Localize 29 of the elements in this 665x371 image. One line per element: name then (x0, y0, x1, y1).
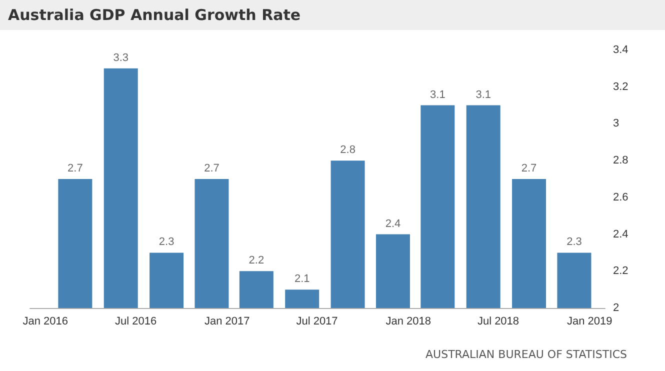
data-label: 3.3 (113, 52, 129, 64)
data-label: 2.8 (340, 144, 356, 156)
x-tick-label: Jan 2016 (22, 316, 68, 328)
x-tick-label: Jan 2017 (204, 316, 250, 328)
data-label: 2.4 (385, 218, 401, 230)
y-tick-label: 2.2 (613, 265, 628, 278)
data-label: 3.1 (430, 88, 446, 101)
y-tick-label: 3.2 (613, 80, 628, 93)
data-label: 2.7 (204, 162, 220, 174)
x-tick-label: Jul 2018 (477, 316, 520, 328)
text: AUSTRALIAN BUREAU OF STATISTICS (426, 348, 627, 361)
data-label: 2.2 (248, 254, 264, 267)
data-label: 3.1 (476, 88, 491, 101)
x-tick-label: Jul 2017 (296, 316, 338, 328)
x-tick-label: Jan 2018 (386, 316, 431, 328)
data-label: 2.3 (566, 236, 582, 248)
data-label: 2.7 (68, 162, 83, 174)
chart-title: Australia GDP Annual Growth Rate (0, 0, 665, 30)
x-tick-label: Jan 2019 (566, 316, 612, 328)
y-tick-label: 2 (613, 302, 620, 314)
y-tick-label: 3.4 (613, 44, 628, 56)
y-tick-label: 2.6 (613, 191, 628, 204)
x-tick-label: Jul 2016 (114, 316, 157, 328)
data-label: 2.3 (158, 236, 174, 248)
y-tick-label: 2.8 (613, 154, 628, 167)
y-tick-label: 3 (613, 118, 620, 130)
data-label: 2.7 (521, 162, 537, 174)
y-tick-label: 2.4 (613, 228, 628, 240)
data-label: 2.1 (294, 273, 310, 286)
